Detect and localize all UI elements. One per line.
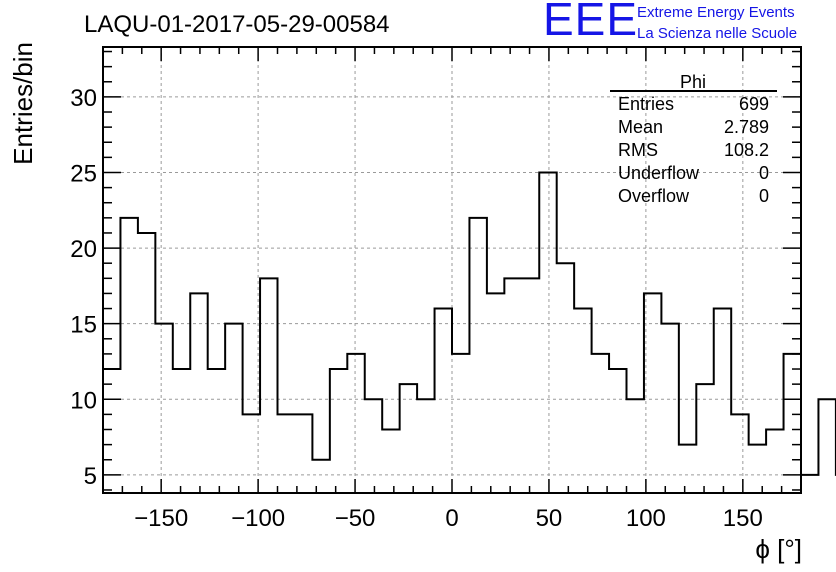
- stats-row-value: 699: [739, 94, 769, 114]
- y-tick-label: 10: [70, 387, 97, 414]
- eee-logo-mark: EEE: [543, 0, 639, 45]
- x-tick-label: −100: [231, 505, 285, 532]
- x-axis-label: ϕ [°]: [755, 534, 802, 564]
- y-tick-label: 30: [70, 85, 97, 112]
- x-tick-label: −150: [134, 505, 188, 532]
- stats-row-label: Entries: [618, 94, 674, 114]
- y-tick-labels: 5 10 15 20 25 30: [70, 85, 97, 490]
- stats-row-label: RMS: [618, 140, 658, 160]
- y-tick-label: 5: [84, 463, 97, 490]
- x-tick-label: 0: [445, 505, 458, 532]
- stats-row-value: 108.2: [724, 140, 769, 160]
- x-tick-label: 100: [626, 505, 666, 532]
- stats-box: Phi Entries 699 Mean 2.789 RMS 108.2 Underflow…: [610, 72, 777, 206]
- eee-logo: EEE Extreme Energy Events La Scienza nel…: [543, 0, 833, 46]
- logo-line-1: Extreme Energy Events: [637, 4, 795, 21]
- stats-box-rows: Entries 699 Mean 2.789 RMS 108.2 Underflow 0 Ove…: [618, 94, 769, 206]
- stats-row-value: 0: [759, 186, 769, 206]
- chart-title: LAQU-01-2017-05-29-00584: [84, 11, 390, 38]
- stats-box-title: Phi: [680, 72, 706, 92]
- y-tick-label: 15: [70, 312, 97, 339]
- histogram-outline: [103, 171, 836, 476]
- x-tick-label: −50: [335, 505, 376, 532]
- x-tick-label: 50: [536, 505, 563, 532]
- stats-row-value: 2.789: [724, 117, 769, 137]
- axis-ticks: [103, 47, 801, 493]
- y-tick-label: 20: [70, 236, 97, 263]
- x-tick-label: 150: [723, 505, 763, 532]
- x-tick-labels: −150 −100 −50 0 50 100 150: [134, 505, 763, 532]
- y-tick-label: 25: [70, 160, 97, 187]
- stats-row-label: Mean: [618, 117, 663, 137]
- stats-row-value: 0: [759, 163, 769, 183]
- y-axis-label: Entries/bin: [8, 42, 38, 165]
- stats-row-label: Underflow: [618, 163, 700, 183]
- stats-row-label: Overflow: [618, 186, 690, 206]
- plot-frame: [102, 46, 802, 494]
- logo-line-2: La Scienza nelle Scuole: [637, 25, 798, 42]
